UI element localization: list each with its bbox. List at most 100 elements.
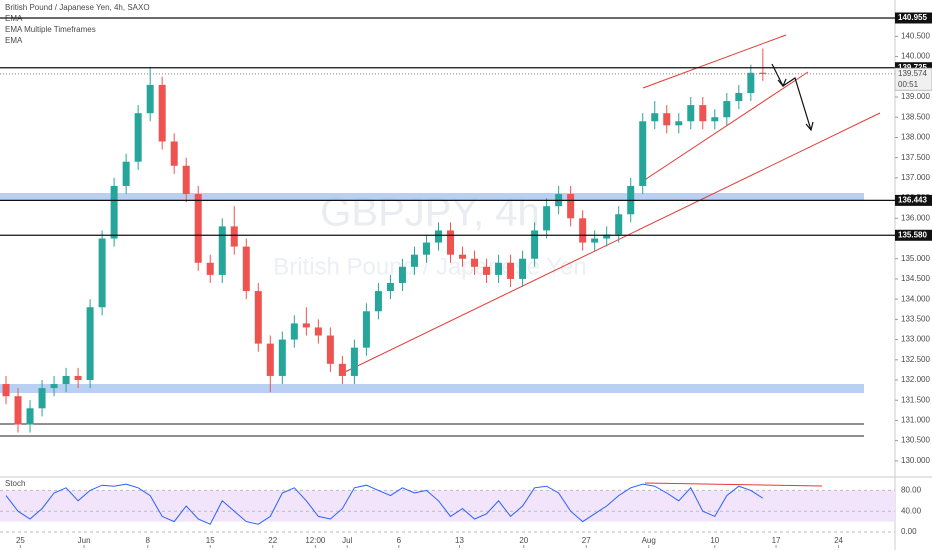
current-price-box <box>894 67 932 91</box>
candle-body <box>74 375 82 380</box>
trendline <box>344 112 881 373</box>
candle-body <box>531 230 539 259</box>
candle-body <box>663 113 671 126</box>
y-tick-label: 137.000 <box>901 173 930 182</box>
candle-body <box>459 254 467 259</box>
indicator-label: EMA <box>5 36 23 45</box>
y-tick-label: 138.500 <box>901 112 930 121</box>
x-tick-label: Aug <box>642 536 656 545</box>
indicator-label: EMA Multiple Timeframes <box>5 25 96 34</box>
candle-body <box>2 384 10 397</box>
y-tick-label: 136.000 <box>901 213 930 222</box>
y-tick-label: 133.500 <box>901 314 930 323</box>
candle-body <box>338 363 346 376</box>
x-tick-label: 12:00 <box>305 536 326 545</box>
x-tick-label: 22 <box>268 536 277 545</box>
candle-body <box>591 238 599 243</box>
candle-body <box>374 291 382 312</box>
y-tick-label: 138.000 <box>901 133 930 142</box>
candle-body <box>615 214 623 235</box>
candle-body <box>206 262 214 275</box>
watermark-subtitle: British Pound / Japanese Yen <box>273 253 587 280</box>
candle-body <box>302 323 310 328</box>
y-tick-label: 131.500 <box>901 395 930 404</box>
y-tick-label: 130.000 <box>901 456 930 465</box>
candle-body <box>326 335 334 364</box>
candle-body <box>218 226 226 275</box>
y-tick-label: 132.500 <box>901 355 930 364</box>
stoch-line <box>5 483 764 525</box>
candle-body <box>134 113 142 162</box>
stoch-divergence <box>644 482 823 487</box>
candle-body <box>735 92 743 102</box>
candle-body <box>62 375 70 385</box>
level-label-box <box>895 229 932 241</box>
stoch-tick-label: 40.00 <box>901 506 922 515</box>
level-label: 135.580 <box>898 230 927 239</box>
candle-body <box>519 258 527 279</box>
candle-body <box>639 121 647 186</box>
y-tick-label: 139.000 <box>901 92 930 101</box>
level-label: 136.443 <box>898 195 927 204</box>
candle-body <box>14 396 22 425</box>
stoch-band <box>0 490 895 522</box>
candle-body <box>543 206 551 231</box>
current-price-label: 139.574 <box>898 69 927 78</box>
candle-body <box>471 258 479 267</box>
x-tick-label: 25 <box>16 536 25 545</box>
candle-body <box>146 84 154 114</box>
x-tick-label: Jul <box>342 536 352 545</box>
y-tick-label: 132.000 <box>901 375 930 384</box>
candle-body <box>495 262 503 275</box>
y-tick-label: 134.500 <box>901 274 930 283</box>
candle-body <box>38 388 46 409</box>
candle-body <box>723 101 731 118</box>
candle-body <box>122 161 130 186</box>
candle-body <box>447 230 455 255</box>
candle-body <box>567 194 575 219</box>
candle-body <box>483 266 491 275</box>
x-tick-label: 13 <box>455 536 464 545</box>
candle-body <box>254 291 262 344</box>
y-tick-label: 131.000 <box>901 416 930 425</box>
candle-body <box>651 113 659 122</box>
candle-body <box>675 121 683 126</box>
candle-body <box>711 117 719 122</box>
candle-body <box>266 343 274 376</box>
chart-title: British Pound / Japanese Yen, 4h, SAXO <box>5 3 150 12</box>
candle-body <box>350 347 358 376</box>
candle-body <box>507 262 515 279</box>
candle-body <box>386 282 394 292</box>
y-tick-label: 137.500 <box>901 153 930 162</box>
candle-body <box>170 141 178 166</box>
zone <box>0 193 864 201</box>
x-tick-label: Jun <box>78 536 91 545</box>
zone <box>0 384 864 393</box>
stoch-label: Stoch <box>5 479 25 488</box>
candle-body <box>158 84 166 142</box>
candle-body <box>26 408 34 425</box>
y-tick-label: 135.000 <box>901 254 930 263</box>
candle-body <box>230 226 238 247</box>
y-tick-label: 130.500 <box>901 436 930 445</box>
level-label: 139.725 <box>898 63 927 72</box>
candle-body <box>434 230 442 243</box>
trendline <box>639 71 809 184</box>
candle-body <box>86 307 94 380</box>
x-tick-label: 27 <box>582 536 591 545</box>
candle-body <box>687 105 695 122</box>
x-tick-label: 17 <box>772 536 781 545</box>
arrow-head <box>777 78 787 88</box>
x-tick-label: 10 <box>710 536 719 545</box>
stoch-tick-label: 80.00 <box>901 486 922 495</box>
arrow-path <box>771 63 812 131</box>
candle-body <box>398 266 406 283</box>
x-tick-label: 6 <box>397 536 402 545</box>
candle-body <box>50 384 58 389</box>
arrow-head <box>805 121 814 132</box>
x-tick-label: 20 <box>519 536 528 545</box>
y-tick-label: 140.500 <box>901 31 930 40</box>
countdown: 00:51 <box>898 80 919 89</box>
